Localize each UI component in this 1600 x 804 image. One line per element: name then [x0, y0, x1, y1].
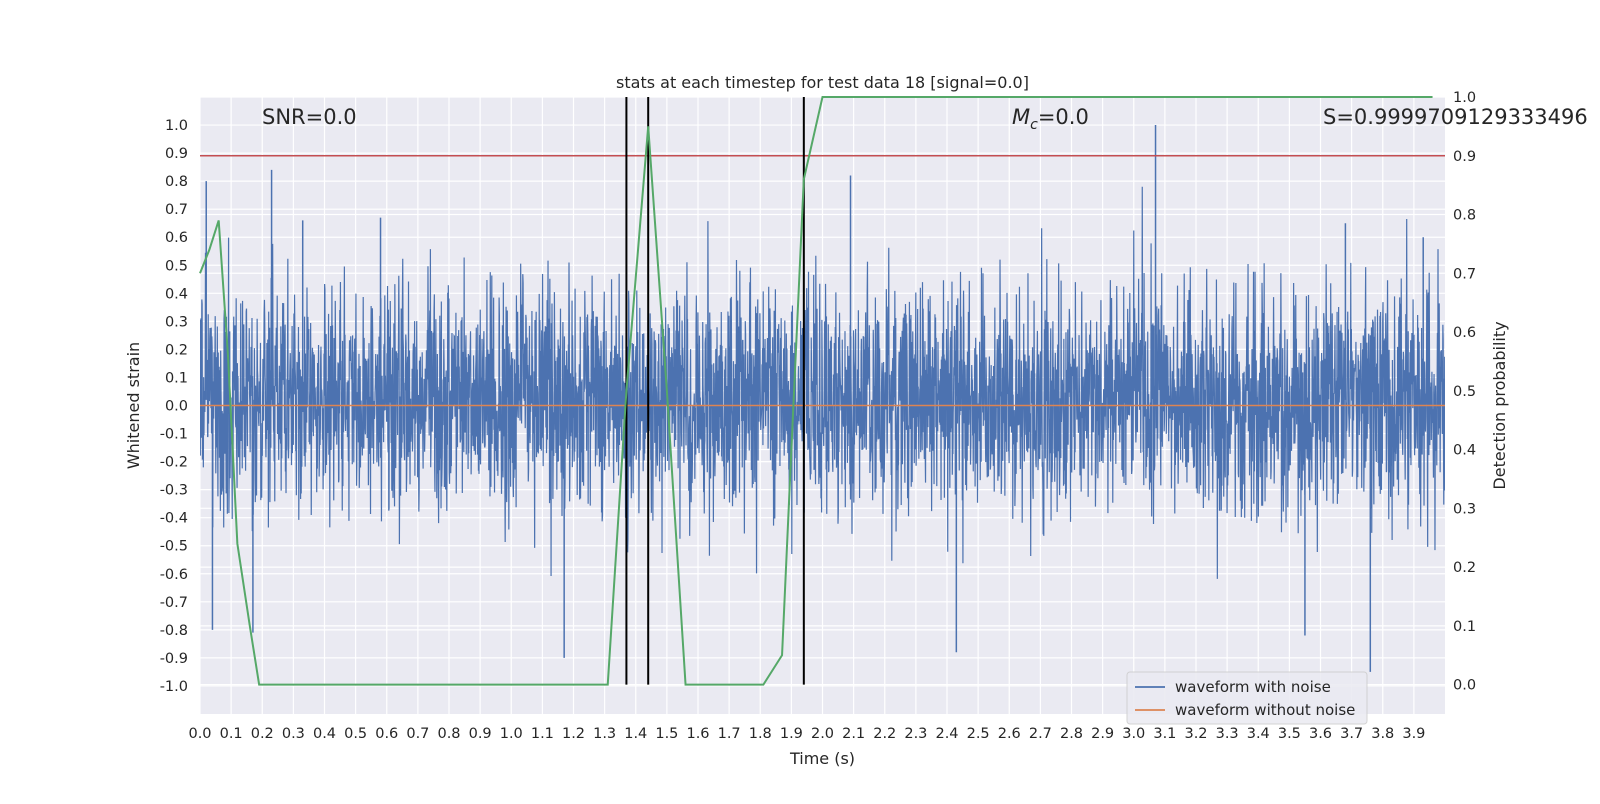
x-tick-label: 1.1	[531, 726, 554, 742]
x-tick-label: 1.9	[780, 726, 803, 742]
x-tick-label: 3.3	[1216, 726, 1239, 742]
legend-box	[1126, 671, 1368, 725]
y-tick-label: 0.2	[165, 342, 188, 358]
y-tick-label: -0.4	[160, 511, 188, 527]
mc-value: =0.0	[1038, 105, 1089, 129]
right-y-tick-label: 0.8	[1453, 208, 1476, 224]
x-tick-label: 2.4	[935, 726, 958, 742]
y-tick-label: -0.5	[160, 539, 188, 555]
y-tick-label: 0.0	[165, 399, 188, 415]
snr-annotation: SNR=0.0	[262, 105, 357, 129]
y-tick-label: -0.1	[160, 427, 188, 443]
x-tick-label: 2.2	[873, 726, 896, 742]
x-tick-label: 3.1	[1153, 726, 1176, 742]
x-tick-label: 3.2	[1184, 726, 1207, 742]
chart-title: stats at each timestep for test data 18 …	[616, 73, 1029, 92]
y-tick-label: 0.7	[165, 202, 188, 218]
x-tick-label: 1.5	[655, 726, 678, 742]
y-tick-label: 0.1	[165, 370, 188, 386]
x-tick-label: 0.4	[313, 726, 336, 742]
right-y-tick-label: 0.5	[1453, 384, 1476, 400]
x-tick-label: 3.8	[1371, 726, 1394, 742]
x-tick-label: 1.3	[593, 726, 616, 742]
x-tick-label: 1.2	[562, 726, 585, 742]
y-tick-label: 0.9	[165, 146, 188, 162]
right-y-tick-label: 1.0	[1453, 90, 1476, 106]
x-tick-label: 0.0	[188, 726, 211, 742]
right-y-tick-label: 0.4	[1453, 443, 1476, 459]
y-tick-label: -0.9	[160, 651, 188, 667]
x-tick-label: 0.8	[437, 726, 460, 742]
x-tick-label: 2.0	[811, 726, 834, 742]
legend-entry-waveform-without-noise: waveform without noise	[1175, 701, 1355, 719]
x-tick-label: 1.0	[500, 726, 523, 742]
x-tick-label: 3.4	[1247, 726, 1270, 742]
mc-subscript: c	[1030, 117, 1038, 133]
x-tick-label: 0.1	[220, 726, 243, 742]
mc-symbol: M	[1012, 105, 1030, 129]
x-tick-label: 1.4	[624, 726, 647, 742]
right-y-tick-label: 0.1	[1453, 619, 1476, 635]
x-tick-label: 0.5	[344, 726, 367, 742]
right-y-tick-label: 0.7	[1453, 266, 1476, 282]
chirp-mass-annotation: Mc=0.0	[1012, 105, 1089, 133]
x-tick-label: 2.6	[998, 726, 1021, 742]
x-tick-label: 2.9	[1091, 726, 1114, 742]
x-tick-label: 2.5	[967, 726, 990, 742]
x-tick-label: 0.7	[406, 726, 429, 742]
y-tick-label: -0.7	[160, 595, 188, 611]
right-y-tick-label: 0.6	[1453, 325, 1476, 341]
y-tick-label: 0.8	[165, 174, 188, 190]
x-tick-label: 3.5	[1278, 726, 1301, 742]
waveform-with-noise-line	[200, 186, 1445, 579]
y-tick-label: 0.3	[165, 314, 188, 330]
noisy-series	[200, 125, 1445, 672]
y-tick-label: 1.0	[165, 118, 188, 134]
y-tick-label: -0.6	[160, 567, 188, 583]
x-axis-label: Time (s)	[789, 749, 855, 768]
s-annotation: S=0.9999709129333496	[1323, 105, 1588, 129]
x-tick-label: 3.6	[1309, 726, 1332, 742]
legend: waveform with noise waveform without noi…	[1126, 671, 1368, 725]
x-tick-label: 3.9	[1402, 726, 1425, 742]
x-tick-label: 0.6	[375, 726, 398, 742]
x-tick-label: 0.3	[282, 726, 305, 742]
y-tick-label: 0.5	[165, 258, 188, 274]
y-tick-label: -0.3	[160, 483, 188, 499]
x-tick-label: 2.1	[842, 726, 865, 742]
x-tick-label: 3.7	[1340, 726, 1363, 742]
x-tick-label: 1.8	[749, 726, 772, 742]
legend-entry-waveform-with-noise: waveform with noise	[1175, 678, 1331, 696]
y-tick-label: 0.4	[165, 286, 188, 302]
y-tick-label: -0.8	[160, 623, 188, 639]
x-tick-label: 0.2	[251, 726, 274, 742]
right-y-tick-label: 0.2	[1453, 560, 1476, 576]
right-y-tick-label: 0.9	[1453, 149, 1476, 165]
right-y-tick-label: 0.0	[1453, 678, 1476, 694]
x-tick-label: 0.9	[469, 726, 492, 742]
y-axis-label: Whitened strain	[124, 342, 143, 469]
axes: 0.0 0.1 0.2 0.3 0.4 0.5 0.6 0.7 0.8 0.9 1.0 1.1 1.2 1…	[160, 90, 1476, 742]
x-tick-label: 2.8	[1060, 726, 1083, 742]
y-tick-label: 0.6	[165, 230, 188, 246]
x-tick-label: 1.7	[718, 726, 741, 742]
detection-probability-line	[199, 96, 1433, 686]
x-tick-label: 3.0	[1122, 726, 1145, 742]
right-y-axis-label: Detection probability	[1490, 321, 1509, 489]
x-tick-label: 2.3	[904, 726, 927, 742]
x-tick-label: 1.6	[686, 726, 709, 742]
y-tick-label: -1.0	[160, 679, 188, 695]
right-y-tick-label: 0.3	[1453, 501, 1476, 517]
x-tick-label: 2.7	[1029, 726, 1052, 742]
overlay	[199, 96, 1445, 686]
y-tick-label: -0.2	[160, 455, 188, 471]
